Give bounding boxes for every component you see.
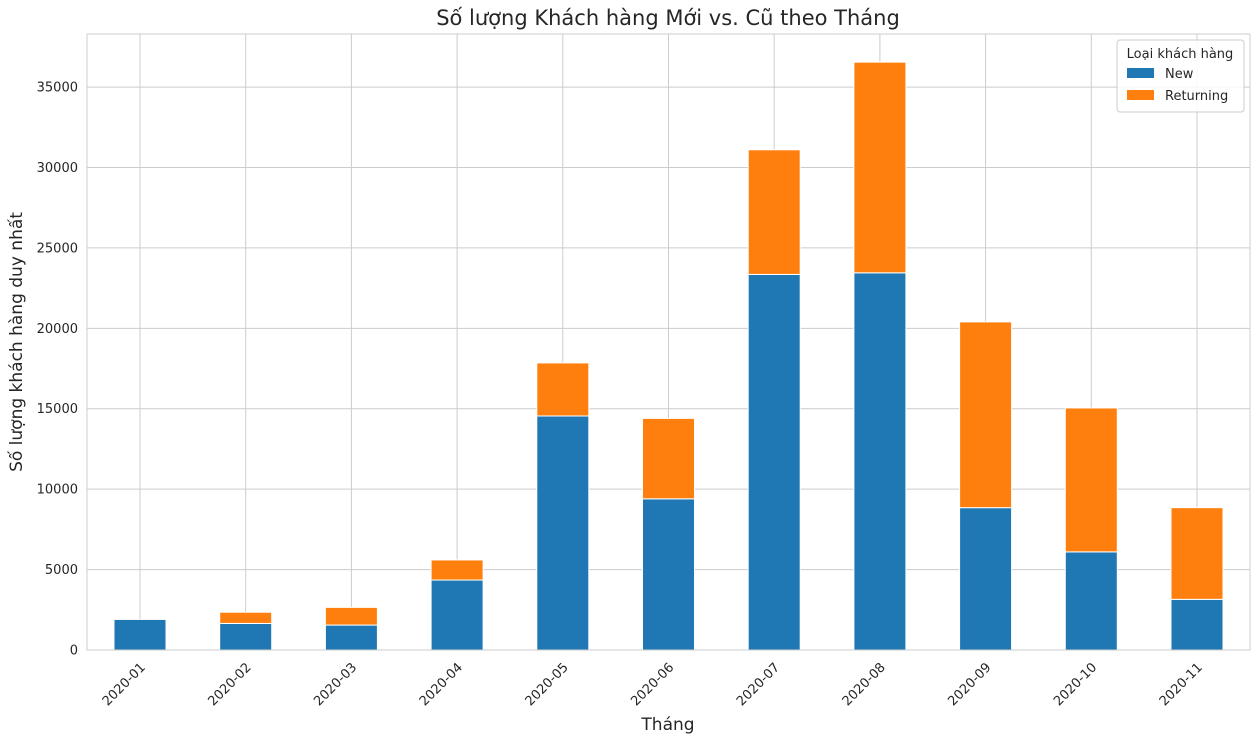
- chart-title: Số lượng Khách hàng Mới vs. Cũ theo Thán…: [436, 6, 900, 30]
- y-tick-labels: 0 5000 10000 15000 20000 25000 30000 35000: [37, 81, 78, 659]
- bar-returning-2020-03: [324, 606, 378, 626]
- y-tick-label: 10000: [37, 483, 78, 498]
- bar-new-2020-03: [324, 624, 378, 651]
- legend-swatch-new: [1127, 68, 1154, 78]
- x-tick-label: 2020-07: [734, 660, 783, 709]
- legend-swatch-returning: [1127, 90, 1154, 100]
- bar-returning-2020-02: [219, 611, 273, 624]
- plot-frame: [86, 33, 1251, 651]
- x-tick-label: 2020-03: [311, 660, 360, 709]
- legend-title: Loại khách hàng: [1127, 47, 1234, 62]
- legend-label-new: New: [1165, 67, 1194, 82]
- x-tick-label: 2020-09: [945, 660, 994, 709]
- x-tick-label: 2020-05: [523, 660, 572, 709]
- bar-new-2020-11: [1170, 598, 1224, 651]
- bar-new-2020-06: [642, 498, 695, 651]
- bar-returning-2020-05: [536, 362, 590, 417]
- bar-returning-2020-07: [747, 149, 801, 275]
- bar-new-2020-05: [536, 415, 590, 651]
- x-axis-label: Tháng: [640, 715, 694, 735]
- y-axis-label: Số lượng khách hàng duy nhất: [6, 212, 27, 472]
- x-tick-label: 2020-06: [628, 660, 677, 709]
- y-tick-label: 5000: [45, 563, 78, 578]
- bar-new-2020-07: [747, 273, 801, 651]
- legend: Loại khách hàng New Returning: [1116, 39, 1245, 113]
- y-tick-label: 0: [70, 644, 78, 659]
- y-tick-label: 25000: [37, 241, 78, 256]
- bar-new-2020-02: [219, 622, 273, 651]
- bar-new-2020-09: [959, 507, 1013, 651]
- x-tick-label: 2020-01: [100, 660, 149, 709]
- y-tick-label: 20000: [37, 322, 78, 337]
- bar-returning-2020-11: [1170, 507, 1224, 600]
- bar-new-2020-01: [113, 618, 167, 651]
- legend-label-returning: Returning: [1165, 89, 1228, 104]
- x-tick-label: 2020-11: [1157, 660, 1206, 709]
- bar-returning-2020-10: [1064, 407, 1118, 553]
- bar-new-2020-08: [853, 272, 907, 651]
- bar-layer: [113, 61, 1224, 651]
- x-tick-label: 2020-02: [206, 660, 255, 709]
- bar-new-2020-10: [1064, 551, 1118, 651]
- y-tick-label: 30000: [37, 161, 78, 176]
- bar-returning-2020-08: [853, 61, 907, 274]
- x-tick-labels: 2020-01 2020-02 2020-03 2020-04 2020-05 2020-…: [100, 660, 1206, 709]
- bar-returning-2020-09: [959, 321, 1013, 509]
- y-tick-label: 15000: [37, 402, 78, 417]
- x-tick-label: 2020-04: [417, 660, 466, 709]
- bar-returning-2020-04: [430, 559, 484, 581]
- y-tick-label: 35000: [37, 81, 78, 96]
- bar-returning-2020-06: [642, 417, 695, 500]
- x-tick-label: 2020-08: [840, 660, 889, 709]
- bar-new-2020-04: [430, 579, 484, 651]
- x-tick-label: 2020-10: [1051, 660, 1100, 709]
